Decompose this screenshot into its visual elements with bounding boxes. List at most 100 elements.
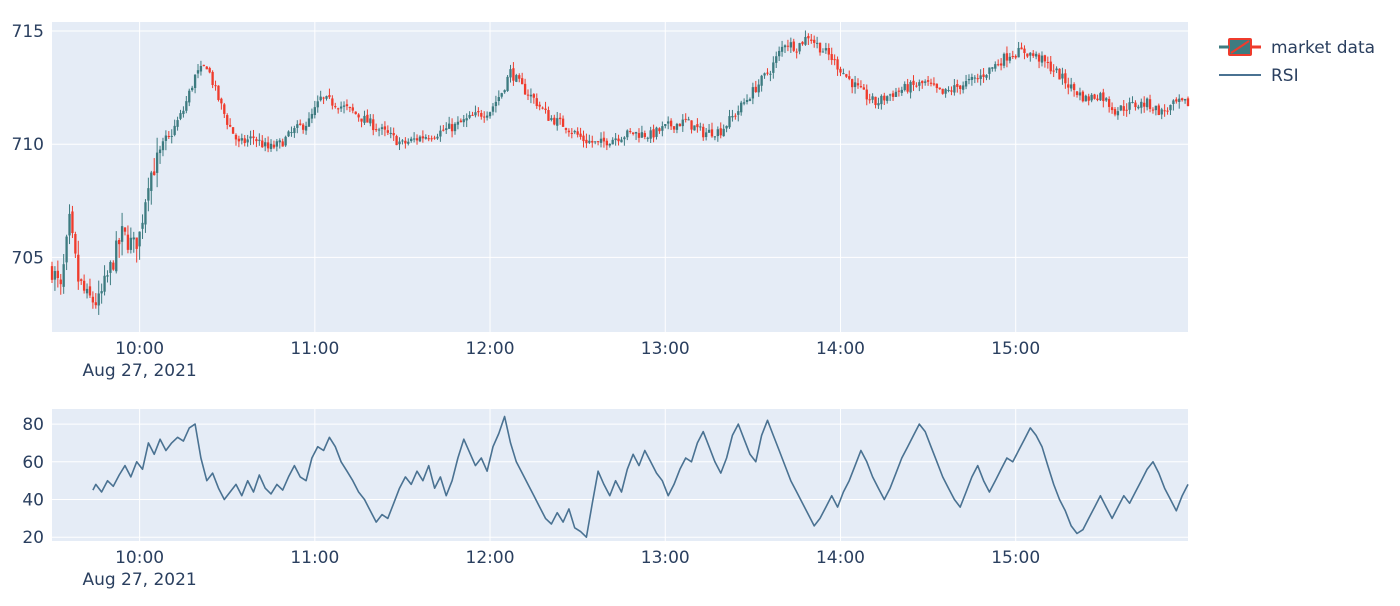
candle[interactable] — [702, 123, 705, 141]
candle[interactable] — [170, 129, 173, 144]
candle[interactable] — [845, 73, 848, 78]
candle[interactable] — [585, 133, 588, 149]
candle[interactable] — [348, 106, 352, 113]
candle[interactable] — [588, 134, 591, 145]
candle[interactable] — [713, 136, 717, 141]
candle[interactable] — [506, 75, 509, 92]
candle[interactable] — [807, 33, 810, 46]
candle[interactable] — [372, 114, 375, 136]
candle[interactable] — [798, 42, 801, 55]
candle[interactable] — [704, 127, 708, 141]
candle[interactable] — [521, 72, 524, 85]
candle[interactable] — [53, 266, 57, 291]
candle[interactable] — [179, 109, 182, 121]
candle[interactable] — [185, 95, 188, 114]
candle[interactable] — [795, 48, 798, 59]
legend-item-market-data[interactable]: market data — [1219, 38, 1375, 58]
candle[interactable] — [915, 82, 918, 88]
candle[interactable] — [138, 231, 141, 260]
candle[interactable] — [322, 96, 325, 105]
candle[interactable] — [447, 116, 451, 130]
candle[interactable] — [681, 114, 684, 132]
candle[interactable] — [287, 130, 290, 138]
candle[interactable] — [570, 128, 573, 139]
candle[interactable] — [325, 95, 328, 101]
candle[interactable] — [445, 122, 448, 134]
candle[interactable] — [1172, 99, 1175, 111]
candle[interactable] — [532, 93, 536, 104]
candle[interactable] — [909, 80, 912, 99]
candle[interactable] — [275, 138, 279, 152]
candle[interactable] — [176, 116, 179, 131]
candle[interactable] — [357, 113, 360, 122]
candle[interactable] — [523, 78, 527, 95]
candle[interactable] — [304, 121, 308, 135]
candle[interactable] — [1017, 41, 1020, 58]
candle[interactable] — [85, 283, 89, 299]
candle[interactable] — [1034, 51, 1038, 60]
candle[interactable] — [1154, 105, 1158, 116]
candle[interactable] — [255, 136, 258, 148]
candle[interactable] — [818, 42, 822, 56]
candle[interactable] — [1061, 67, 1064, 85]
candle[interactable] — [1052, 64, 1055, 78]
candle[interactable] — [526, 89, 530, 101]
candle[interactable] — [132, 231, 135, 253]
candle[interactable] — [541, 106, 544, 110]
candle[interactable] — [494, 95, 498, 113]
candle[interactable] — [938, 87, 941, 90]
candle[interactable] — [412, 132, 416, 143]
candle[interactable] — [118, 237, 121, 258]
candle[interactable] — [853, 75, 857, 94]
candle[interactable] — [310, 108, 314, 124]
candle[interactable] — [147, 177, 150, 212]
candle[interactable] — [97, 280, 100, 315]
candle[interactable] — [264, 137, 267, 152]
candle[interactable] — [328, 88, 331, 100]
candle[interactable] — [824, 42, 828, 54]
candle[interactable] — [1140, 98, 1143, 114]
candle[interactable] — [664, 123, 667, 129]
candle[interactable] — [737, 105, 740, 122]
candle[interactable] — [924, 79, 927, 86]
candle[interactable] — [383, 121, 387, 137]
candle[interactable] — [366, 109, 369, 123]
candle[interactable] — [1064, 69, 1067, 89]
candle[interactable] — [894, 87, 898, 98]
candle[interactable] — [497, 90, 500, 106]
candle[interactable] — [196, 64, 200, 79]
candle[interactable] — [573, 129, 576, 135]
candle[interactable] — [1151, 107, 1155, 114]
candle[interactable] — [1002, 52, 1006, 69]
candle[interactable] — [91, 291, 95, 309]
candle[interactable] — [804, 30, 807, 46]
candle[interactable] — [921, 80, 924, 89]
candle[interactable] — [109, 260, 112, 286]
candle[interactable] — [515, 73, 518, 83]
candle[interactable] — [1023, 45, 1026, 60]
candle[interactable] — [1072, 82, 1076, 97]
candle[interactable] — [576, 127, 579, 138]
candle[interactable] — [252, 129, 255, 145]
candle[interactable] — [935, 83, 939, 93]
candle[interactable] — [1070, 77, 1073, 92]
candle[interactable] — [135, 237, 138, 263]
candle[interactable] — [50, 261, 54, 283]
candle[interactable] — [734, 113, 737, 120]
candle[interactable] — [228, 118, 232, 128]
candle[interactable] — [1160, 107, 1163, 120]
candle[interactable] — [675, 122, 679, 134]
candle[interactable] — [827, 43, 830, 61]
candle[interactable] — [415, 134, 419, 145]
candle[interactable] — [106, 270, 109, 283]
candle[interactable] — [281, 138, 284, 147]
candle[interactable] — [719, 122, 722, 139]
candle[interactable] — [655, 126, 658, 140]
candle[interactable] — [783, 44, 787, 54]
candle[interactable] — [191, 85, 194, 92]
candle[interactable] — [193, 74, 197, 94]
candle[interactable] — [1078, 87, 1082, 101]
candle[interactable] — [1128, 97, 1131, 115]
candle[interactable] — [906, 78, 909, 94]
candle[interactable] — [626, 129, 629, 141]
